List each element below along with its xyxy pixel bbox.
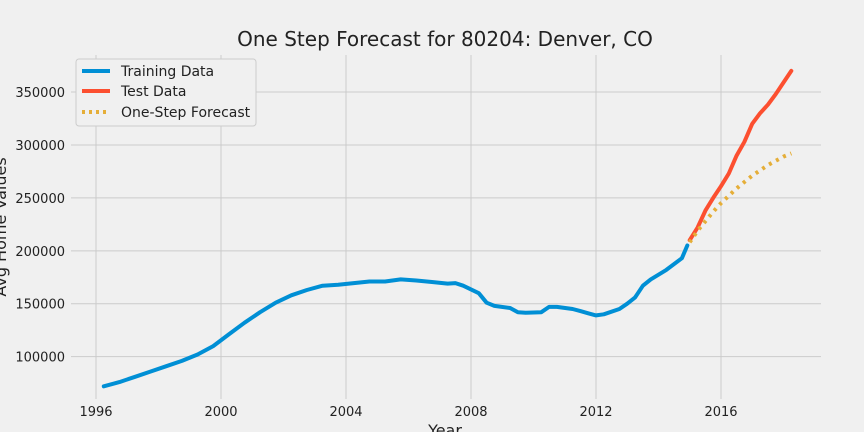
x-axis-label: Year [427, 421, 462, 432]
y-tick-label: 250000 [15, 192, 65, 207]
grid-lines [71, 55, 821, 399]
legend-box [75, 58, 257, 127]
y-tick-label: 100000 [15, 351, 65, 366]
legend: Training Data Test Data One-Step Forecas… [75, 58, 257, 127]
x-tick-label: 2016 [704, 405, 737, 420]
x-tick-label: 2000 [204, 405, 237, 420]
legend-label-test: Test Data [120, 84, 186, 100]
x-tick-label: 2008 [454, 405, 487, 420]
legend-label-forecast: One-Step Forecast [121, 105, 251, 121]
chart-title: One Step Forecast for 80204: Denver, CO [237, 27, 653, 51]
x-tick-label: 2004 [329, 405, 362, 420]
x-tick-label: 1996 [79, 405, 112, 420]
series-training-data [101, 243, 690, 389]
y-tick-label: 350000 [15, 86, 65, 101]
y-tick-label: 150000 [15, 298, 65, 313]
legend-label-training: Training Data [120, 64, 214, 80]
tick-labels: 1996 2000 2004 2008 2012 2016 100000 150000 2000… [15, 86, 737, 420]
series-test-data [687, 68, 794, 243]
y-tick-label: 200000 [15, 245, 65, 260]
x-tick-label: 2012 [579, 405, 612, 420]
series-lines [101, 68, 794, 389]
y-tick-label: 300000 [15, 139, 65, 154]
y-axis-label: Avg Home Values [0, 157, 10, 296]
